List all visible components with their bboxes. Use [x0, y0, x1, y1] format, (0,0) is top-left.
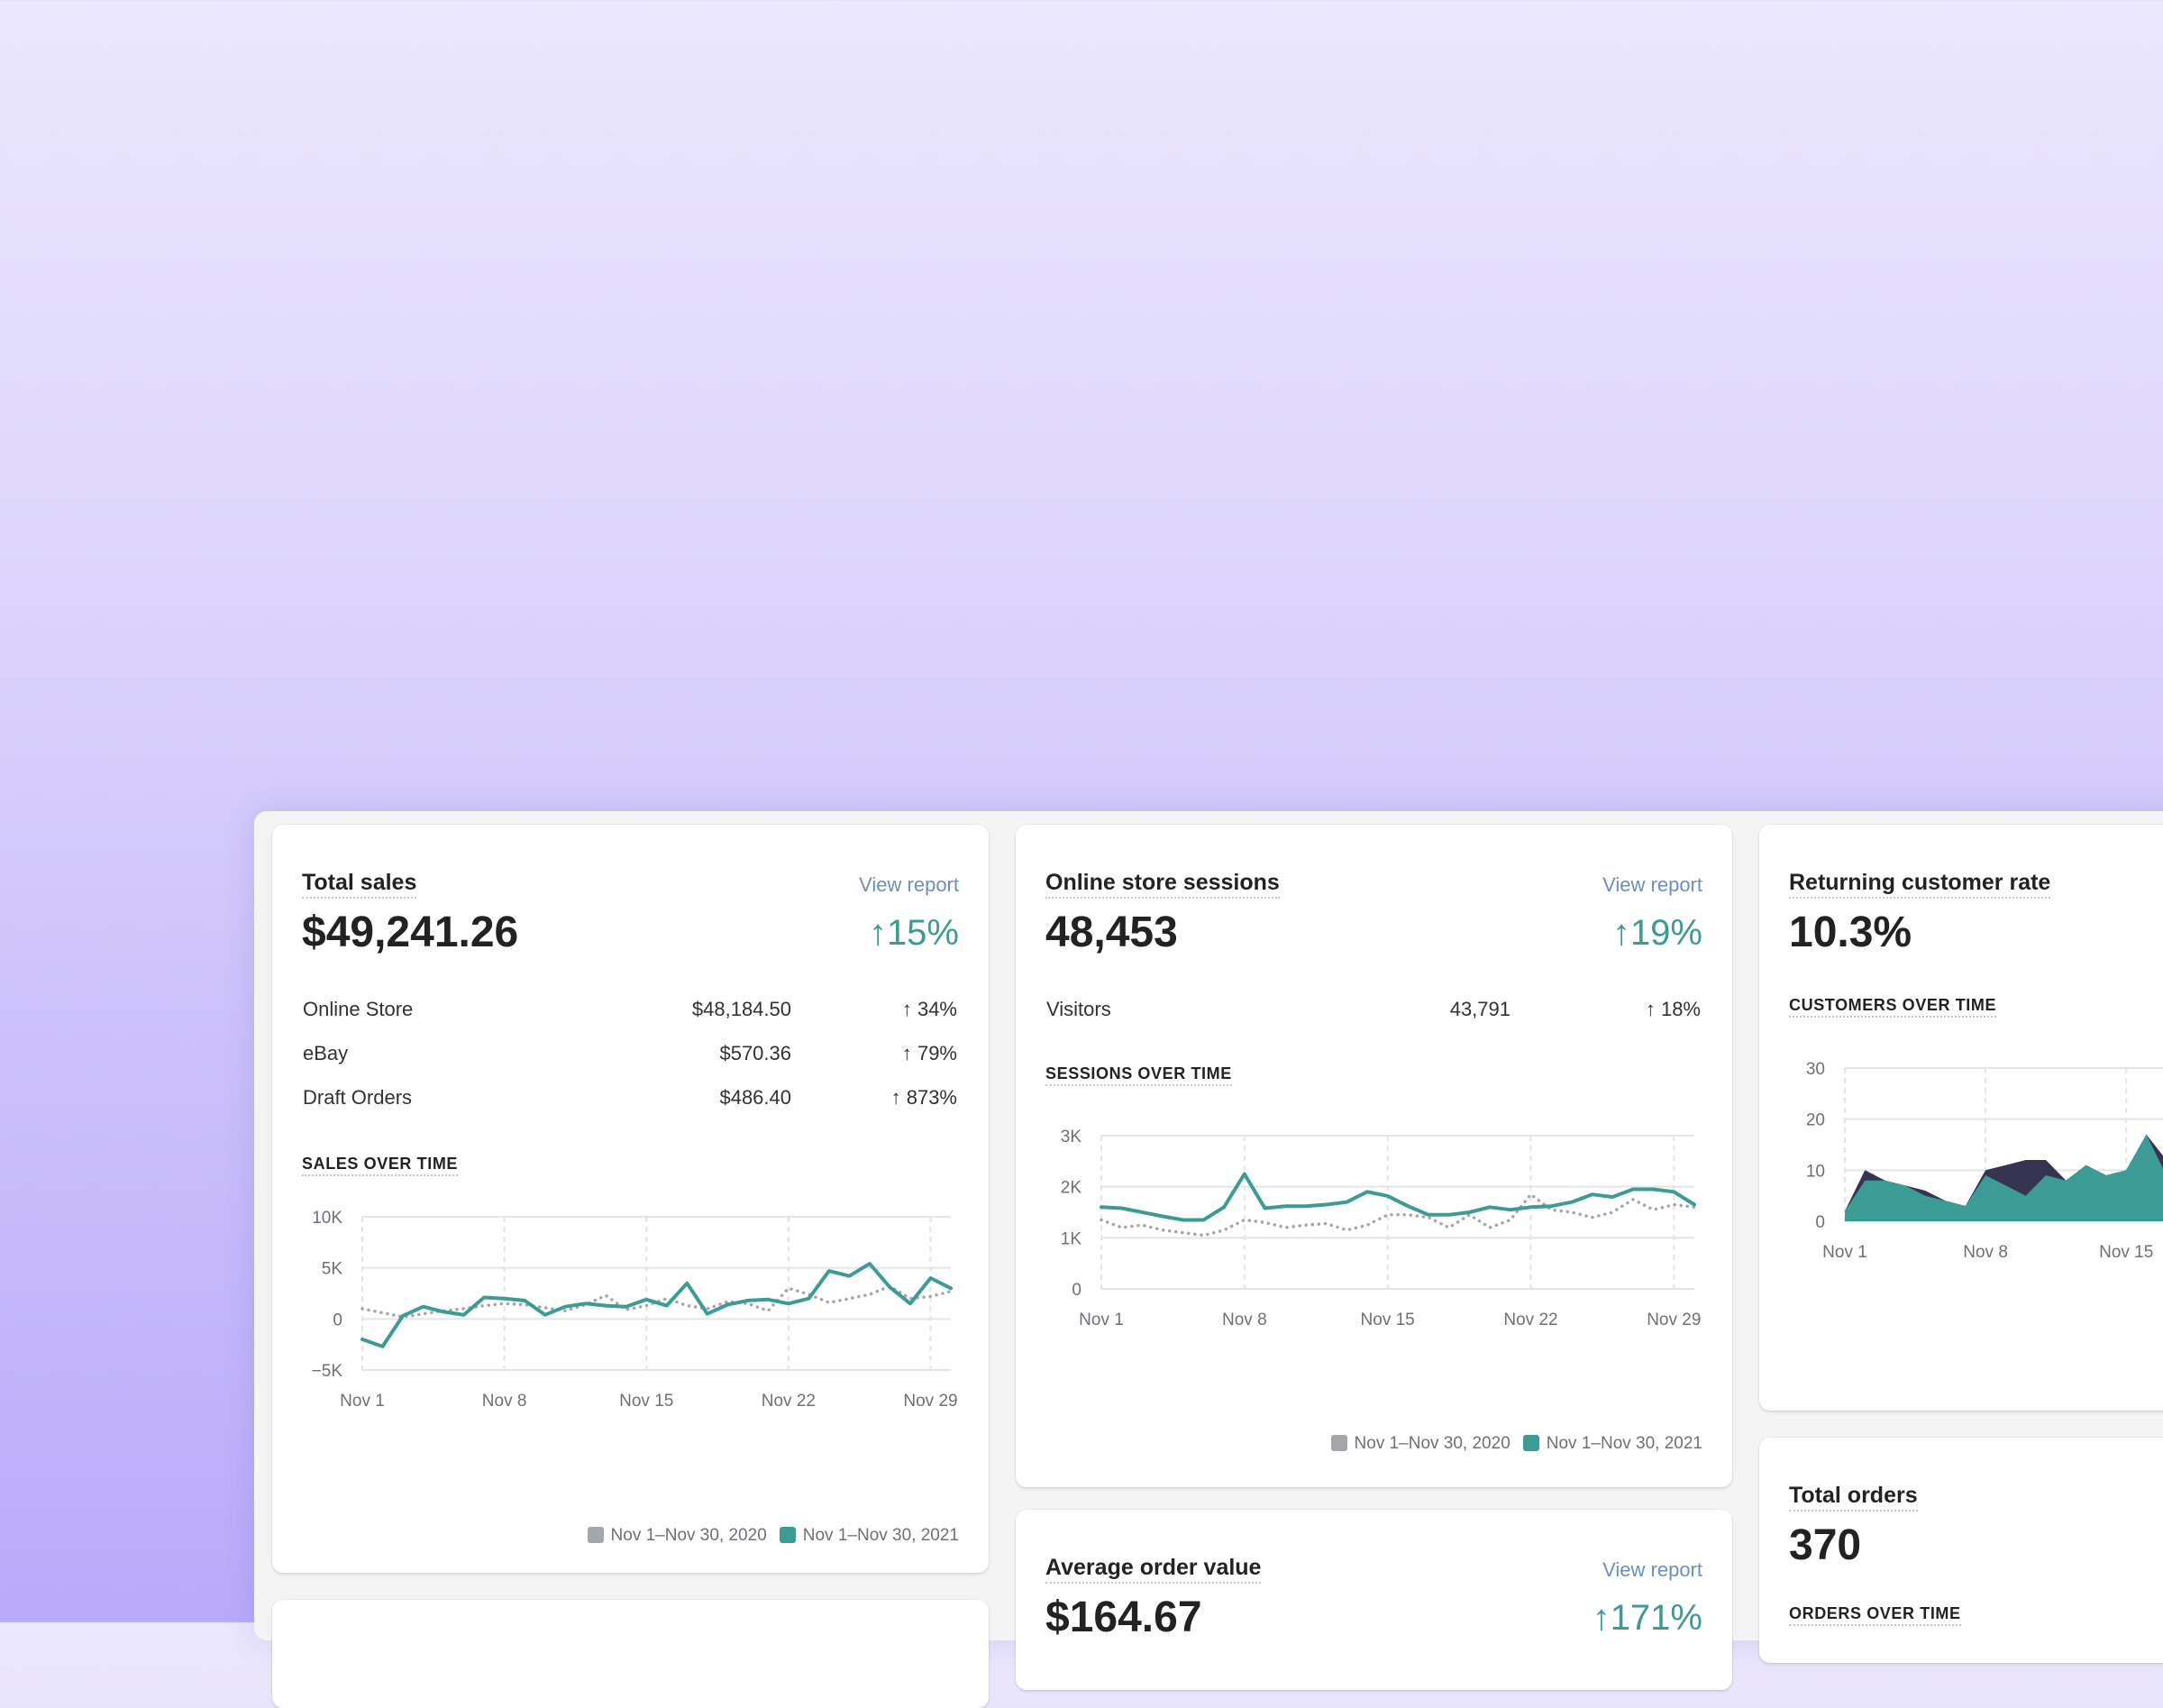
card-title: Returning customer rate [1789, 872, 2051, 899]
sessions-over-time-chart: 3K 2K 1K 0 Nov 1 Nov 8 Nov 15 Nov 22 Nov 29 [1061, 1128, 1702, 1329]
card-title: Total sales [302, 872, 417, 899]
y-tick-label: 0 [1815, 1213, 1825, 1232]
row-value: $570.36 [719, 1042, 791, 1064]
y-tick-label: 0 [1072, 1281, 1082, 1300]
row-trend: ↑ 18% [1645, 998, 1701, 1020]
breakdown-row: Draft Orders $486.40 ↑ 873% [302, 1084, 959, 1111]
average-order-card: Average order value View report $164.67 … [1016, 1510, 1732, 1690]
y-tick-label: 10K [312, 1209, 342, 1228]
current-swatch [779, 1527, 796, 1543]
y-tick-label: 2K [1061, 1179, 1082, 1198]
x-tick-label: Nov 22 [762, 1392, 816, 1411]
previous-period-line [360, 1284, 953, 1319]
row-trend: ↑ 79% [901, 1042, 957, 1064]
legend-label: Nov 1–Nov 30, 2020 [1354, 1434, 1510, 1453]
legend-item-current: Nov 1–Nov 30, 2021 [779, 1525, 959, 1547]
legend-label: Nov 1–Nov 30, 2020 [610, 1526, 767, 1545]
y-tick-label: 10 [1806, 1162, 1825, 1181]
average-order-value: $164.67 [1045, 1594, 1202, 1641]
row-value: $486.40 [719, 1086, 791, 1109]
row-value: 43,791 [1449, 998, 1510, 1020]
x-tick-label: Nov 8 [1963, 1243, 2008, 1262]
chart-legend: Nov 1–Nov 30, 2020 Nov 1–Nov 30, 2021 [575, 1525, 959, 1547]
card-title: Online store sessions [1045, 872, 1280, 899]
legend-item-current: Nov 1–Nov 30, 2021 [1522, 1433, 1702, 1455]
x-tick-label: Nov 1 [1822, 1243, 1867, 1262]
legend-label: Nov 1–Nov 30, 2021 [802, 1526, 959, 1545]
card-placeholder [272, 1600, 989, 1708]
total-sales-card: Total sales View report $49,241.26 ↑15% … [272, 825, 989, 1573]
y-tick-label: −5K [312, 1362, 343, 1381]
sales-over-time-chart: 10K 5K 0 −5K Nov 1 Nov 8 Nov 15 Nov 22 Nov 29 [312, 1209, 958, 1411]
sessions-value: 48,453 [1045, 909, 1178, 956]
row-trend: ↑ 873% [890, 1086, 957, 1109]
row-label: Online Store [303, 998, 414, 1020]
previous-swatch [1330, 1435, 1347, 1451]
chart-section-label: ORDERS OVER TIME [1789, 1605, 1961, 1626]
x-tick-label: Nov 15 [1361, 1311, 1415, 1329]
x-tick-label: Nov 29 [1647, 1311, 1701, 1329]
legend-item-previous: Nov 1–Nov 30, 2020 [587, 1525, 767, 1547]
row-label: Draft Orders [303, 1086, 413, 1109]
row-trend: ↑ 34% [901, 998, 957, 1020]
view-report-link[interactable]: View report [859, 873, 959, 896]
x-tick-label: Nov 22 [1503, 1311, 1557, 1329]
returning-rate-value: 10.3% [1789, 909, 1912, 956]
y-tick-label: 0 [333, 1311, 342, 1329]
current-swatch [1522, 1435, 1539, 1451]
first-time-customers-area [1845, 1134, 2163, 1221]
trend-indicator: ↑15% [868, 913, 959, 953]
previous-period-line [1100, 1192, 1696, 1238]
legend-item-previous: Nov 1–Nov 30, 2020 [1330, 1433, 1510, 1455]
current-period-line [360, 1262, 953, 1348]
x-tick-label: Nov 1 [1079, 1311, 1124, 1329]
sessions-card: Online store sessions View report 48,453… [1016, 825, 1732, 1487]
legend-label: Nov 1–Nov 30, 2021 [1546, 1434, 1702, 1453]
breakdown-row: Visitors 43,791 ↑ 18% [1045, 996, 1702, 1023]
row-label: Visitors [1046, 998, 1111, 1020]
current-period-line [1100, 1172, 1696, 1222]
chart-section-label: CUSTOMERS OVER TIME [1789, 997, 1997, 1018]
x-tick-label: Nov 15 [2099, 1243, 2153, 1262]
total-orders-card: Total orders 370 ORDERS OVER TIME [1759, 1438, 2163, 1663]
breakdown-row: eBay $570.36 ↑ 79% [302, 1040, 959, 1067]
y-tick-label: 3K [1061, 1128, 1082, 1146]
chart-legend: Nov 1–Nov 30, 2020 Nov 1–Nov 30, 2021 [1319, 1433, 1702, 1455]
x-tick-label: Nov 8 [482, 1392, 527, 1411]
trend-indicator: ↑171% [1592, 1598, 1702, 1638]
view-report-link[interactable]: View report [1602, 1558, 1702, 1581]
customers-over-time-chart: 30 20 10 0 Nov 1 Nov 8 Nov 15 [1806, 1060, 2163, 1262]
y-tick-label: 30 [1806, 1060, 1825, 1079]
x-tick-label: Nov 29 [903, 1392, 957, 1411]
trend-indicator: ↑19% [1611, 913, 1702, 953]
x-tick-label: Nov 8 [1222, 1311, 1267, 1329]
y-tick-label: 5K [322, 1260, 343, 1279]
y-tick-label: 1K [1061, 1229, 1082, 1248]
y-tick-label: 20 [1806, 1111, 1825, 1130]
chart-section-label: SALES OVER TIME [302, 1155, 459, 1176]
chart-section-label: SESSIONS OVER TIME [1045, 1065, 1232, 1086]
previous-swatch [587, 1527, 604, 1543]
x-tick-label: Nov 1 [340, 1392, 385, 1411]
total-sales-value: $49,241.26 [302, 909, 519, 956]
returning-customer-card: Returning customer rate 10.3% CUSTOMERS … [1759, 825, 2163, 1411]
dashboard-panel: Total sales View report $49,241.26 ↑15% … [254, 811, 2163, 1708]
total-orders-value: 370 [1789, 1521, 1862, 1569]
view-report-link[interactable]: View report [1602, 873, 1702, 896]
row-value: $48,184.50 [691, 998, 791, 1020]
row-label: eBay [303, 1042, 349, 1064]
breakdown-row: Online Store $48,184.50 ↑ 34% [302, 996, 959, 1023]
x-tick-label: Nov 15 [619, 1392, 673, 1411]
card-title: Total orders [1789, 1484, 1918, 1512]
card-title: Average order value [1045, 1557, 1262, 1584]
